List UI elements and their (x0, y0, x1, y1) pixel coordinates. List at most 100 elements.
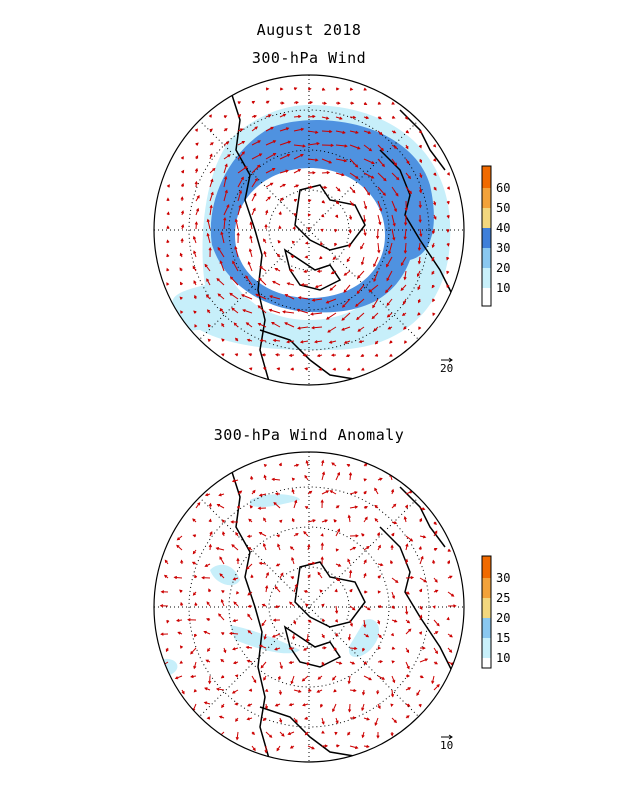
wind-vector-head (206, 218, 210, 223)
wind-vector-head (194, 128, 198, 132)
wind-vector (386, 270, 393, 281)
colorbar-segment (482, 248, 491, 268)
wind-vector-head (321, 214, 325, 218)
wind-vector-head (347, 558, 351, 562)
wind-vector-head (217, 293, 221, 297)
wind-vector-head (312, 561, 316, 565)
wind-vector-head (193, 250, 197, 254)
wind-vector (230, 276, 239, 286)
wind-vector-head (257, 322, 262, 326)
wind-vector-head (251, 100, 256, 104)
wind-vector-head (334, 731, 338, 736)
wind-vector (272, 478, 281, 481)
wind-vector-head (194, 574, 198, 579)
wind-vector (307, 158, 318, 161)
wind-vector-head (302, 144, 306, 148)
wind-vector-head (338, 661, 343, 665)
wind-vector (349, 172, 359, 179)
wind-vector-head (337, 563, 342, 567)
wind-vector-head (316, 269, 321, 273)
wind-vector-head (180, 182, 184, 187)
wind-vector (219, 556, 225, 565)
wind-vector-head (453, 604, 457, 608)
wind-vector-head (348, 471, 353, 476)
wind-vector (237, 177, 244, 188)
wind-vector (223, 190, 228, 202)
wind-vector-head (406, 620, 411, 624)
wind-vector (363, 144, 372, 152)
wind-vector-head (257, 506, 262, 510)
wind-vector-head (232, 577, 237, 581)
wind-vector-head (390, 632, 395, 637)
wind-vector (363, 186, 370, 196)
wind-vector (223, 204, 230, 216)
wind-vector-head (321, 662, 325, 666)
wind-vector-head (294, 583, 298, 588)
wind-vector (273, 339, 281, 342)
wind-vector-head (305, 638, 310, 643)
wind-vector-head (272, 280, 276, 284)
wind-vector (321, 171, 330, 174)
wind-vector-head (220, 632, 225, 636)
wind-vector-head (390, 703, 394, 708)
wind-vector (251, 208, 256, 216)
wind-vector (209, 205, 212, 216)
wind-vector-head (446, 284, 450, 289)
wind-vector (293, 128, 304, 132)
wind-vector (207, 219, 211, 230)
wind-vector-head (179, 296, 183, 300)
wind-vector-head (319, 589, 323, 593)
wind-vector-head (293, 621, 297, 625)
wind-vector-head (417, 247, 422, 252)
wind-vector-head (173, 575, 178, 580)
wind-vector-head (431, 680, 435, 685)
wind-vector (349, 506, 358, 509)
wind-vector (372, 298, 379, 308)
wind-vector-head (406, 715, 410, 719)
wind-vector-head (321, 618, 326, 622)
wind-vector-head (349, 588, 353, 593)
wind-vector-head (180, 196, 184, 200)
wind-vector-head (311, 746, 315, 750)
wind-vector-head (446, 215, 450, 219)
wind-vector-head (377, 705, 381, 710)
wind-vector-head (193, 280, 197, 284)
wind-vector (232, 261, 239, 272)
wind-vector-head (373, 278, 377, 283)
wind-vector-head (404, 116, 408, 120)
wind-vector-head (334, 619, 339, 623)
wind-vector-head (335, 720, 339, 725)
wind-vector (265, 168, 275, 174)
wind-vector-head (304, 255, 308, 259)
wind-vector-head (166, 239, 170, 243)
wind-vector (404, 228, 407, 239)
wind-vector-head (361, 707, 365, 712)
wind-vector-head (221, 531, 226, 535)
wind-vector-head (289, 601, 293, 605)
wind-vector-head (281, 101, 285, 105)
wind-vector-head (318, 256, 323, 260)
colorbar-segment (482, 578, 491, 598)
wind-vector-head (312, 171, 316, 175)
wind-vector-head (263, 474, 267, 479)
wind-vector-head (347, 732, 351, 736)
wind-vector-head (341, 317, 345, 321)
wind-vector (293, 154, 304, 160)
wind-vector-head (257, 164, 261, 168)
wind-vector-head (383, 177, 387, 182)
wind-vector-head (336, 87, 340, 91)
wind-vector-head (180, 601, 184, 606)
wind-vector-head (166, 282, 170, 286)
wind-vector-head (393, 162, 398, 167)
wind-vector-head (240, 128, 244, 132)
wind-vector-head (259, 266, 263, 270)
wind-vector-head (195, 155, 199, 159)
wind-vector (297, 309, 309, 314)
wind-vector-head (289, 745, 294, 749)
wind-vector-head (280, 87, 284, 91)
wind-vector-head (180, 237, 184, 242)
wind-vector-head (446, 243, 450, 247)
wind-vector-head (318, 367, 322, 371)
wind-vector-head (236, 232, 240, 236)
colorbar-segment (482, 228, 491, 248)
